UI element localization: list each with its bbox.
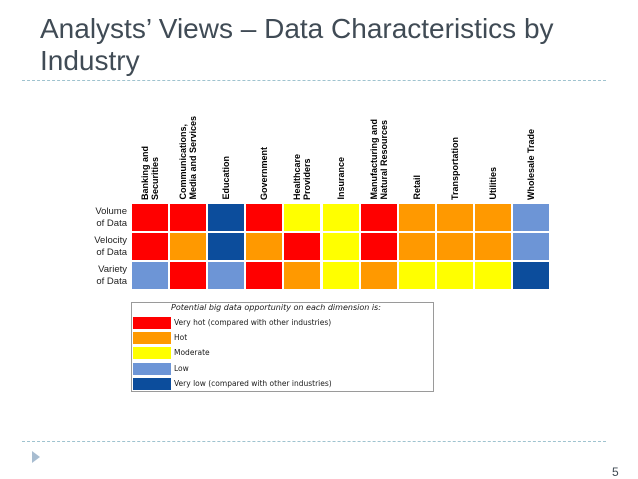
heatmap-cell xyxy=(473,232,512,261)
column-label: Insurance xyxy=(335,157,346,200)
heatmap-cell xyxy=(397,203,436,232)
column-labels: Banking and Securities Communications, Me… xyxy=(0,0,638,200)
column-label: Education xyxy=(221,156,232,200)
heatmap-cell xyxy=(207,261,246,290)
heatmap-cell xyxy=(131,261,170,290)
heatmap-cell xyxy=(435,203,474,232)
legend-label: Moderate xyxy=(174,348,210,358)
heatmap-cell xyxy=(321,232,360,261)
column-label: Manufacturing and Natural Resources xyxy=(368,119,389,200)
heatmap-cell xyxy=(169,203,208,232)
heatmap-cell xyxy=(169,232,208,261)
legend-swatch xyxy=(133,377,171,390)
column-label: Government xyxy=(259,147,270,201)
legend-header: Potential big data opportunity on each d… xyxy=(171,303,381,312)
heatmap-cell xyxy=(207,203,246,232)
legend-swatch xyxy=(133,362,171,375)
heatmap-cell xyxy=(473,203,512,232)
heatmap-cell xyxy=(473,261,512,290)
legend-swatch xyxy=(133,332,171,345)
heatmap-cell xyxy=(359,261,398,290)
title-divider xyxy=(22,80,606,81)
row-label: Volume of Data xyxy=(95,205,127,229)
column-label: Transportation xyxy=(449,137,460,201)
page-number: 5 xyxy=(612,465,619,479)
footer-divider xyxy=(22,441,606,442)
column-label: Banking and Securities xyxy=(140,146,161,201)
row-label: Velocity of Data xyxy=(94,234,127,258)
heatmap-cell xyxy=(245,261,284,290)
heatmap-cell xyxy=(359,203,398,232)
column-label: Wholesale Trade xyxy=(526,129,537,201)
heatmap-cell xyxy=(435,261,474,290)
legend-label: Low xyxy=(174,363,189,373)
heatmap-cell xyxy=(512,203,551,232)
heatmap-cell xyxy=(283,232,322,261)
column-label: Healthcare Providers xyxy=(292,154,313,201)
heatmap-cell xyxy=(245,203,284,232)
heatmap-cell xyxy=(131,203,170,232)
legend-label: Hot xyxy=(174,333,188,343)
heatmap-cell xyxy=(359,232,398,261)
column-label: Retail xyxy=(411,175,422,200)
bullet-triangle-icon xyxy=(32,451,40,463)
heatmap-cell xyxy=(207,232,246,261)
heatmap-cell xyxy=(397,261,436,290)
heatmap-cell xyxy=(512,261,551,290)
legend-label: Very low (compared with other industries… xyxy=(174,378,332,388)
column-label: Utilities xyxy=(487,167,498,200)
heatmap-cell xyxy=(283,203,322,232)
heatmap-cell xyxy=(512,232,551,261)
heatmap-cell xyxy=(169,261,208,290)
legend-swatch xyxy=(133,347,171,360)
column-label: Communications, Media and Services xyxy=(178,116,199,200)
heatmap-cell xyxy=(397,232,436,261)
heatmap-cell xyxy=(131,232,170,261)
heatmap-cell xyxy=(435,232,474,261)
slide-title: Analysts’ Views – Data Characteristics b… xyxy=(40,13,554,76)
row-label: Variety of Data xyxy=(96,263,127,287)
heatmap-cell xyxy=(321,261,360,290)
heatmap-cell xyxy=(321,203,360,232)
heatmap-cell xyxy=(283,261,322,290)
legend xyxy=(131,302,434,392)
legend-label: Very hot (compared with other industries… xyxy=(174,318,332,327)
legend-swatch xyxy=(133,317,171,329)
heatmap-cell xyxy=(245,232,284,261)
